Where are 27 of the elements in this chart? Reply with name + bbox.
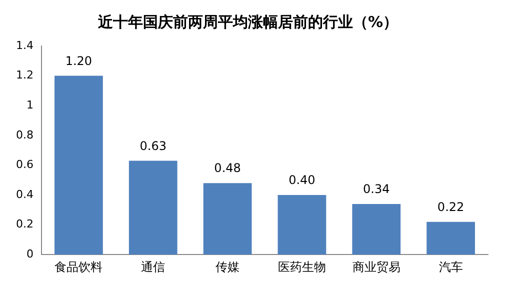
y-tick-label: 0 [26,247,34,260]
data-label: 0.48 [214,161,241,176]
x-tick-label: 商业贸易 [352,260,400,274]
y-tick-label: 0.8 [16,128,34,142]
y-tick-label: 1.2 [16,68,34,82]
x-tick-label: 通信 [141,260,166,274]
data-label: 0.40 [288,173,316,188]
y-tick-label: 0.4 [16,188,34,201]
data-label: 0.34 [363,182,390,196]
x-tick-label: 医药生物 [278,260,326,274]
x-tick-label: 汽车 [438,260,463,274]
bar [426,222,475,255]
bar [128,160,178,255]
y-tick-label: 0.2 [16,218,34,231]
y-tick-label: 0.6 [16,158,34,172]
y-tick-label: 1.4 [16,38,34,52]
bar [352,204,401,255]
data-label: 1.20 [65,54,92,68]
bar [278,195,326,255]
data-label: 0.63 [140,138,166,153]
chart-title: 近十年国庆前两周平均涨幅居前的行业（%） [96,12,398,31]
bar [54,76,103,255]
data-label: 0.22 [437,200,464,214]
y-tick-label: 1 [26,98,34,112]
bar [203,183,252,255]
x-tick-label: 食品饮料 [54,260,103,274]
x-tick-label: 传媒 [216,260,240,274]
